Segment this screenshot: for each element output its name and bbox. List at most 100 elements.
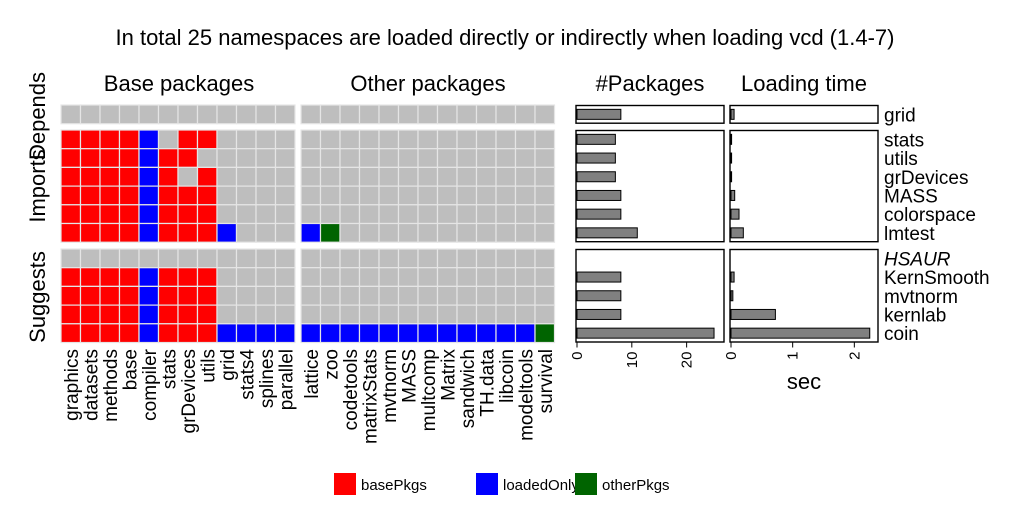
tile [436,267,458,288]
tile [99,129,121,150]
tile [358,148,380,168]
tile [495,248,517,269]
tile [216,285,238,306]
tile [118,166,140,187]
column-label: lattice [302,349,323,399]
tile [300,204,322,225]
tile [358,104,380,125]
tile [138,185,160,206]
tile [118,323,140,344]
tile [495,166,517,187]
tile [514,267,536,288]
tile [339,104,361,125]
column-label: zoo [321,349,342,380]
tile [216,104,238,125]
tile [436,285,458,306]
tile [235,166,257,187]
legend-label: otherPkgs [602,477,670,494]
tile [99,304,121,325]
tile [417,304,439,325]
time-axis-tick-label: 0 [723,352,740,360]
tile [397,248,419,269]
tile [319,285,341,306]
tile [417,204,439,225]
tile [255,285,277,306]
tile [319,323,341,344]
tile [216,166,238,187]
tile [397,323,419,344]
tile [339,304,361,325]
tile [79,185,101,206]
legend: basePkgs loadedOnly otherPkgs [334,473,670,495]
tile [436,185,458,206]
tile [378,148,400,168]
tile [436,204,458,225]
tile [60,323,82,344]
tile [300,222,322,243]
time-bar [730,108,735,120]
tile [339,204,361,225]
column-label: modeltools [516,349,537,441]
time-bar [730,189,736,201]
column-label: matrixStats [360,349,381,444]
tile [514,148,536,168]
tile [235,148,257,168]
tile [495,104,517,125]
tile [79,323,101,344]
tile [274,285,296,306]
tile [196,185,218,206]
tile [255,248,277,269]
column-label: splines [257,349,278,408]
bar-axes: sec 0 10 20 0 1 2 [569,342,863,394]
tile [339,267,361,288]
tile [534,148,556,168]
column-label: libcoin [497,349,518,403]
tile [196,148,218,168]
tile [397,148,419,168]
packages-panel-frame [575,129,725,243]
tile [495,185,517,206]
tile [514,166,536,187]
tile [514,185,536,206]
column-label: base [120,349,141,390]
time-panel-frame [729,129,879,243]
tile [60,248,82,269]
tile [417,248,439,269]
legend-key-basePkgs [334,473,356,495]
tile [79,166,101,187]
package-labels: grid statsutilsgrDevicesMASScolorspacelmt… [884,105,990,345]
tile [118,129,140,150]
tile [138,222,160,243]
tile [177,104,199,125]
tile [456,148,478,168]
tile [196,248,218,269]
tile [216,204,238,225]
tile [534,285,556,306]
package-label: HSAUR [884,249,951,270]
tile [397,185,419,206]
column-label: stats [159,349,180,389]
packages-bar [576,327,715,339]
tile [138,323,160,344]
tile [378,222,400,243]
facet-label-imports: Imports [25,149,50,222]
tile [274,267,296,288]
column-label: survival [536,349,557,413]
tile [319,166,341,187]
tile [300,285,322,306]
tile [456,267,478,288]
tile [118,248,140,269]
packages-bar [576,133,616,145]
time-axis-tick-label: 2 [846,352,863,360]
column-label: sandwich [458,349,479,428]
tile [397,104,419,125]
tile [436,323,458,344]
x-axis-label-sec: sec [787,369,821,394]
tile [300,185,322,206]
tile [235,222,257,243]
tile [138,148,160,168]
tile [475,323,497,344]
tile [79,104,101,125]
tile [216,129,238,150]
